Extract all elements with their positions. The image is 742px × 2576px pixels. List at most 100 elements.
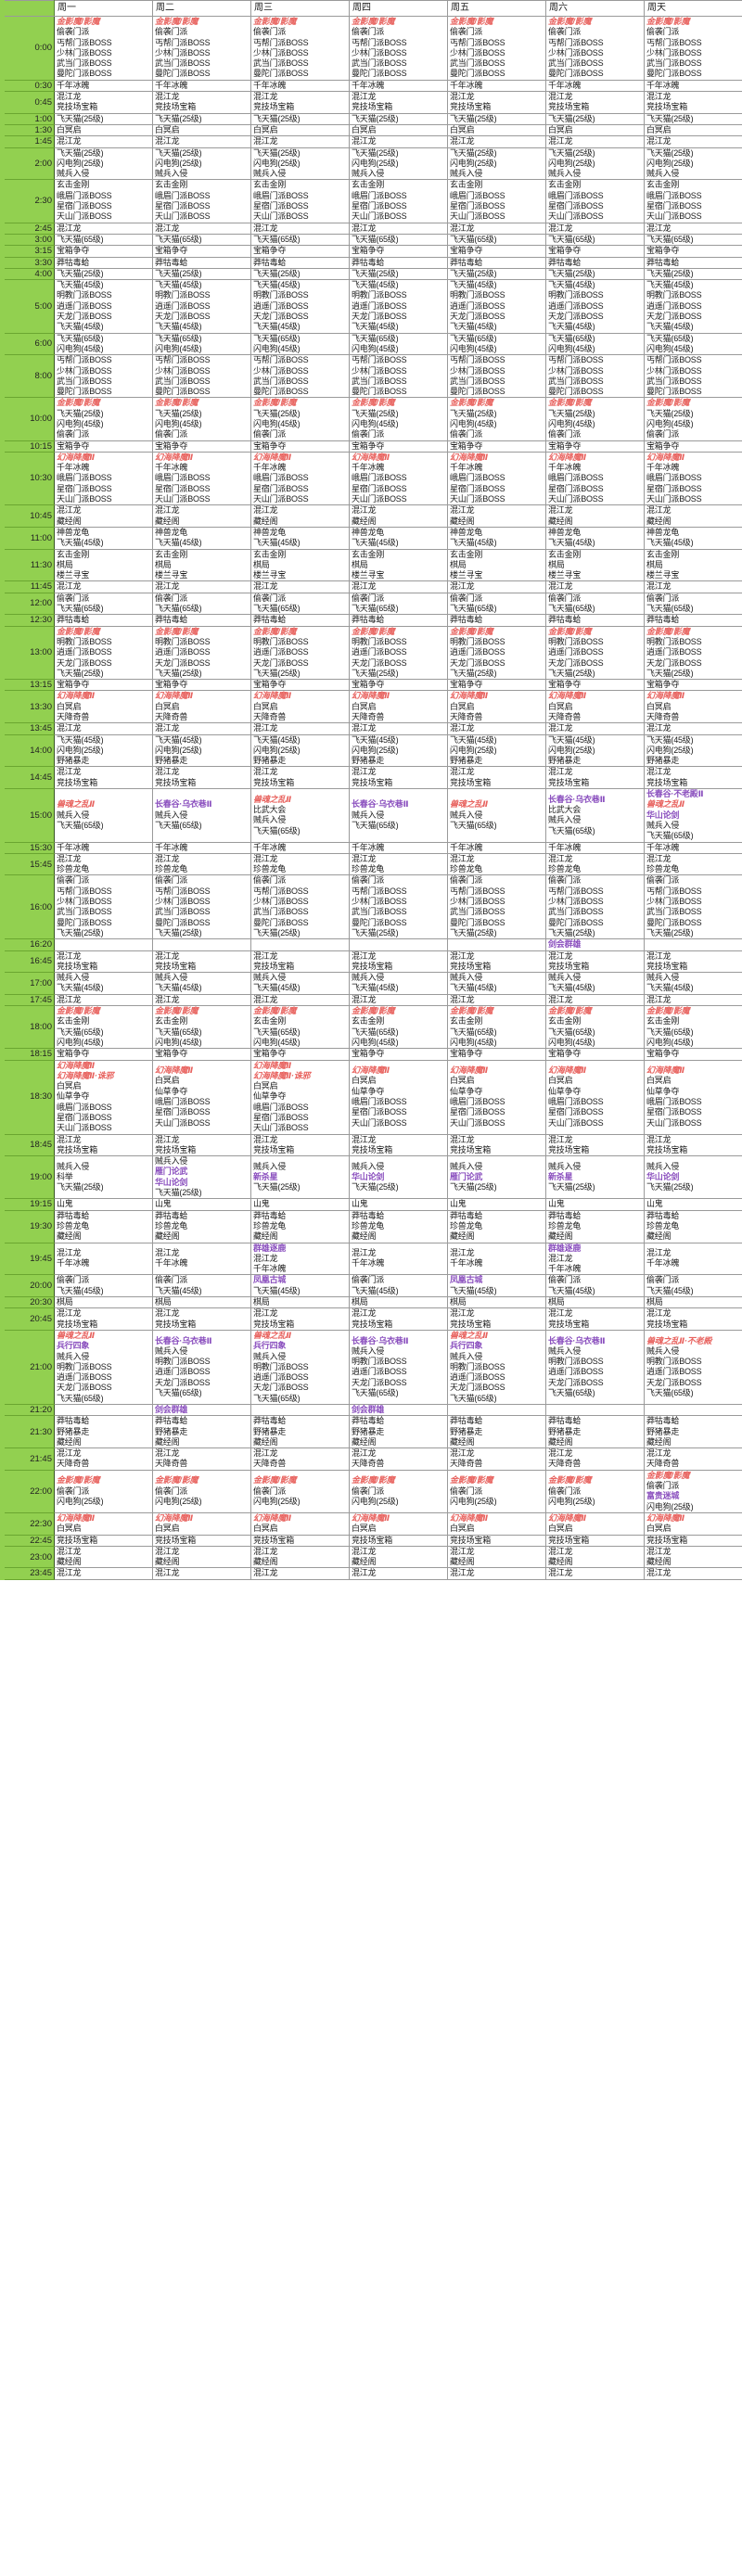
event-cell[interactable]: 棋局 [250,1296,350,1309]
event-cell[interactable]: 兽魂之乱Ⅱ·不老殿 贼兵入侵 明教门派BOSS 逍遥门派BOSS 天龙门派BOSS 飞天猫… [644,1329,742,1406]
event-cell[interactable]: 幻海降魔Ⅱ 白冥启 仙草争夺 峨眉门派BOSS 星宿门派BOSS 天山门派BOSS [349,1059,448,1135]
event-cell[interactable]: 混江龙 藏经阁 [152,1545,251,1569]
event-cell[interactable]: 飞天猫(65级) [349,233,448,247]
event-cell[interactable]: 玄击金刚 棋局 楼兰寻宝 [152,548,251,582]
event-cell[interactable]: 宝箱争夺 [545,440,645,453]
event-cell[interactable]: 混江龙 [152,993,251,1007]
event-cell[interactable]: 神兽龙龟 飞天猫(45级) [250,526,350,550]
event-cell[interactable]: 棋局 [644,1296,742,1309]
event-cell[interactable]: 兽魂之乱Ⅱ 比武大会 贼兵入侵 飞天猫(65级) [250,788,350,843]
event-cell[interactable]: 幻海降魔Ⅱ 白冥启 仙草争夺 峨眉门派BOSS 星宿门派BOSS 天山门派BOSS [644,1059,742,1135]
event-cell[interactable]: 玄击金刚 峨眉门派BOSS 星宿门派BOSS 天山门派BOSS [54,179,153,223]
event-cell[interactable]: 群雄逐鹿 混江龙 千年冰魄 [545,1242,645,1276]
event-cell[interactable]: 混江龙 [447,1567,546,1580]
event-cell[interactable]: 飞天猫(25级) [349,112,448,125]
event-cell[interactable]: 宝箱争夺 [349,679,448,692]
event-cell[interactable]: 飞天猫(45级) 明教门派BOSS 逍遥门派BOSS 天龙门派BOSS 飞天猫(45级) [644,279,742,334]
event-cell[interactable]: 混江龙 天降奇兽 [152,1447,251,1471]
event-cell[interactable]: 宝箱争夺 [54,440,153,453]
event-cell[interactable]: 混江龙 珍兽龙龟 [152,852,251,876]
event-cell[interactable]: 飞天猫(25级) [250,267,350,281]
event-cell[interactable]: 贼兵入侵 新杀星 飞天猫(25级) [545,1155,645,1200]
event-cell[interactable]: 飞天猫(65级) [250,233,350,247]
event-cell[interactable]: 混江龙 竞技场宝箱 [447,1133,546,1157]
event-cell[interactable]: 偷袭门派 丐帮门派BOSS 少林门派BOSS 武当门派BOSS 曼陀门派BOSS 飞天猫(… [644,874,742,940]
event-cell[interactable]: 飞天猫(25级) [447,112,546,125]
event-cell[interactable]: 莽牯毒蛤 [152,256,251,269]
event-cell[interactable]: 金影魔/影魔 明教门派BOSS 逍遥门派BOSS 天龙门派BOSS 飞天猫(25级) [54,625,153,681]
event-cell[interactable]: 莽牯毒蛤 珍兽龙龟 藏经阁 [447,1209,546,1243]
event-cell[interactable]: 山鬼 [54,1198,153,1211]
event-cell[interactable]: 莽牯毒蛤 珍兽龙龟 藏经阁 [349,1209,448,1243]
event-cell[interactable]: 莽牯毒蛤 珍兽龙龟 藏经阁 [545,1209,645,1243]
event-cell[interactable]: 混江龙 [349,135,448,148]
event-cell[interactable]: 金影魔/影魔 偷袭门派 闪电狗(25级) [152,1469,251,1513]
event-cell[interactable]: 白冥启 [545,123,645,137]
event-cell[interactable]: 飞天猫(45级) 明教门派BOSS 逍遥门派BOSS 天龙门派BOSS 飞天猫(45级) [54,279,153,334]
event-cell[interactable]: 玄击金刚 峨眉门派BOSS 星宿门派BOSS 天山门派BOSS [447,179,546,223]
event-cell[interactable]: 混江龙 藏经阁 [54,1545,153,1569]
event-cell[interactable]: 偷袭门派 飞天猫(45级) [152,1274,251,1298]
event-cell[interactable]: 竞技场宝箱 [54,1534,153,1547]
event-cell[interactable]: 混江龙 千年冰魄 [349,1242,448,1276]
event-cell[interactable]: 宝箱争夺 [447,440,546,453]
event-cell[interactable]: 飞天猫(65级) [644,233,742,247]
event-cell[interactable]: 贼兵入侵 雁门论武 华山论剑 飞天猫(25级) [152,1155,251,1200]
event-cell[interactable]: 玄击金刚 棋局 楼兰寻宝 [644,548,742,582]
event-cell[interactable]: 混江龙 珍兽龙龟 [644,852,742,876]
event-cell[interactable]: 竞技场宝箱 [447,1534,546,1547]
event-cell[interactable]: 莽牯毒蛤 [349,256,448,269]
event-cell[interactable]: 金影魔/影魔 飞天猫(25级) 闪电狗(45级) 偷袭门派 [54,397,153,441]
event-cell[interactable]: 宝箱争夺 [447,1048,546,1061]
event-cell[interactable]: 混江龙 珍兽龙龟 [54,852,153,876]
event-cell[interactable]: 飞天猫(65级) 闪电狗(45级) [545,332,645,356]
event-cell[interactable]: 混江龙 竞技场宝箱 [349,91,448,114]
event-cell[interactable]: 神兽龙龟 飞天猫(45级) [152,526,251,550]
event-cell[interactable]: 棋局 [54,1296,153,1309]
event-cell[interactable]: 飞天猫(25级) [545,267,645,281]
event-cell[interactable]: 飞天猫(25级) [447,267,546,281]
event-cell[interactable]: 宝箱争夺 [545,679,645,692]
event-cell[interactable]: 千年冰魄 [447,841,546,854]
event-cell[interactable]: 混江龙 天降奇兽 [644,1447,742,1471]
event-cell[interactable]: 飞天猫(25级) [349,267,448,281]
event-cell[interactable]: 飞天猫(25级) [545,112,645,125]
event-cell[interactable]: 飞天猫(45级) 闪电狗(25级) 野猪暴走 [447,733,546,768]
event-cell[interactable]: 混江龙 竞技场宝箱 [644,950,742,974]
event-cell[interactable]: 混江龙 [250,135,350,148]
event-cell[interactable]: 混江龙 [644,222,742,235]
event-cell[interactable]: 混江龙 竞技场宝箱 [349,950,448,974]
event-cell[interactable]: 偷袭门派 丐帮门派BOSS 少林门派BOSS 武当门派BOSS 曼陀门派BOSS 飞天猫(… [545,874,645,940]
event-cell[interactable]: 飞天猫(45级) 明教门派BOSS 逍遥门派BOSS 天龙门派BOSS 飞天猫(45级) [545,279,645,334]
event-cell[interactable]: 飞天猫(45级) 闪电狗(25级) 野猪暴走 [152,733,251,768]
event-cell[interactable]: 飞天猫(25级) 闪电狗(25级) 贼兵入侵 [250,147,350,181]
event-cell[interactable]: 混江龙 [349,580,448,593]
event-cell[interactable]: 混江龙 藏经阁 [447,1545,546,1569]
column-header-day-2[interactable]: 周二 [152,0,251,17]
event-cell[interactable]: 飞天猫(45级) 闪电狗(25级) 野猪暴走 [250,733,350,768]
event-cell[interactable]: 混江龙 竞技场宝箱 [250,1307,350,1331]
event-cell[interactable]: 莽牯毒蛤 珍兽龙龟 藏经阁 [250,1209,350,1243]
event-cell[interactable]: 混江龙 珍兽龙龟 [250,852,350,876]
event-cell[interactable]: 莽牯毒蛤 [447,614,546,627]
event-cell[interactable]: 宝箱争夺 [250,440,350,453]
event-cell[interactable]: 金影魔/影魔 偷袭门派 闪电狗(25级) [54,1469,153,1513]
event-cell[interactable]: 金影魔/影魔 玄击金刚 飞天猫(65级) 闪电狗(45级) [545,1005,645,1050]
event-cell[interactable]: 偷袭门派 丐帮门派BOSS 少林门派BOSS 武当门派BOSS 曼陀门派BOSS 飞天猫(… [54,874,153,940]
event-cell[interactable]: 幻海降魔Ⅱ 白冥启 天降奇兽 [250,690,350,724]
event-cell[interactable]: 混江龙 天降奇兽 [447,1447,546,1471]
event-cell[interactable]: 混江龙 竞技场宝箱 [152,1133,251,1157]
event-cell[interactable]: 混江龙 藏经阁 [644,1545,742,1569]
event-cell[interactable]: 混江龙 竞技场宝箱 [545,950,645,974]
event-cell[interactable]: 飞天猫(45级) 明教门派BOSS 逍遥门派BOSS 天龙门派BOSS 飞天猫(45级) [152,279,251,334]
event-cell[interactable]: 幻海降魔Ⅱ 白冥启 仙草争夺 峨眉门派BOSS 星宿门派BOSS 天山门派BOSS [152,1059,251,1135]
event-cell[interactable]: 幻海降魔Ⅱ 白冥启 [152,1511,251,1536]
event-cell[interactable]: 棋局 [349,1296,448,1309]
event-cell[interactable]: 玄击金刚 棋局 楼兰寻宝 [54,548,153,582]
event-cell[interactable]: 宝箱争夺 [447,245,546,258]
event-cell-empty[interactable] [250,938,350,951]
column-header-day-3[interactable]: 周三 [250,0,350,17]
event-cell[interactable]: 金影魔/影魔 明教门派BOSS 逍遥门派BOSS 天龙门派BOSS 飞天猫(25级) [152,625,251,681]
event-cell[interactable]: 金影魔/影魔 明教门派BOSS 逍遥门派BOSS 天龙门派BOSS 飞天猫(25级) [349,625,448,681]
event-cell[interactable]: 混江龙 竞技场宝箱 [54,950,153,974]
